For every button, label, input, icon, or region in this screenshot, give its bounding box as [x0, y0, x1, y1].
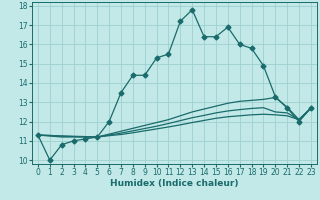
X-axis label: Humidex (Indice chaleur): Humidex (Indice chaleur) — [110, 179, 239, 188]
